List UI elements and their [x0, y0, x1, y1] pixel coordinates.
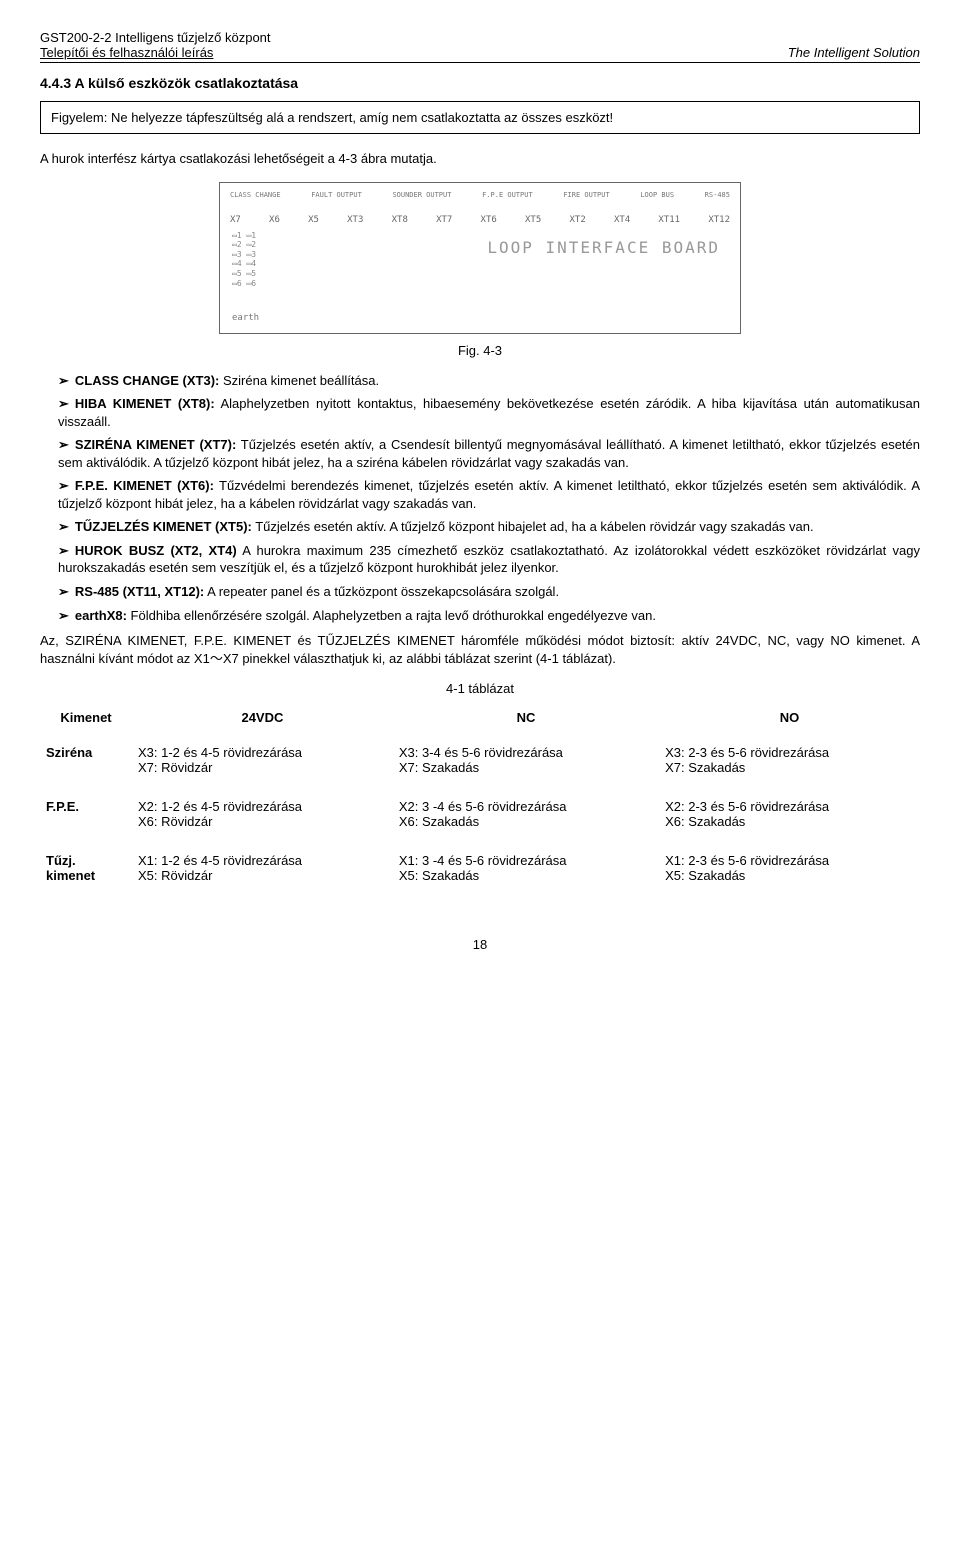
bullet-label: HIBA KIMENET (XT8):: [75, 396, 215, 411]
board-diagram: CLASS CHANGE FAULT OUTPUT SOUNDER OUTPUT…: [219, 182, 741, 334]
diagram-xt: XT12: [708, 215, 730, 225]
table-cell: X3: 3-4 és 5-6 rövidrezárásaX7: Szakadás: [393, 735, 659, 789]
bullet-text: A repeater panel és a tűzközpont összeka…: [204, 584, 559, 599]
mode-table: Kimenet 24VDC NC NO Sziréna X3: 1-2 és 4…: [40, 704, 920, 897]
bullet-label: earthX8:: [75, 608, 127, 623]
bullet-item: ➢ TŰZJELZÉS KIMENET (XT5): Tűzjelzés eset…: [58, 518, 920, 536]
arrow-icon: ➢: [58, 478, 69, 493]
diagram-xt: X5: [308, 215, 319, 225]
table-cell: X1: 2-3 és 5-6 rövidrezárásaX5: Szakadás: [659, 843, 920, 897]
table-cell: X1: 1-2 és 4-5 rövidrezárásaX5: Rövidzár: [132, 843, 393, 897]
diagram-xt-row: X7 X6 X5 XT3 XT8 XT7 XT6 XT5 XT2 XT4 XT1…: [230, 215, 730, 225]
table-cell: X1: 3 -4 és 5-6 rövidrezárásaX5: Szakadá…: [393, 843, 659, 897]
bullet-item: ➢HUROK BUSZ (XT2, XT4) A hurokra maximum…: [58, 542, 920, 577]
table-cell: X2: 2-3 és 5-6 rövidrezárásaX6: Szakadás: [659, 789, 920, 843]
bullet-item: ➢ earthX8: Földhiba ellenőrzésére szolgál…: [58, 607, 920, 625]
intro-text: A hurok interfész kártya csatlakozási le…: [40, 150, 920, 168]
diagram-label: RS-485: [705, 191, 730, 199]
bullet-label: TŰZJELZÉS KIMENET (XT5):: [75, 519, 252, 534]
earth-label: earth: [232, 313, 259, 323]
table-rowhead: Tűzj. kimenet: [40, 843, 132, 897]
table-rowhead: F.P.E.: [40, 789, 132, 843]
diagram-xt: XT8: [392, 215, 408, 225]
arrow-icon: ➢: [58, 608, 69, 623]
diagram-top-labels: CLASS CHANGE FAULT OUTPUT SOUNDER OUTPUT…: [230, 191, 730, 199]
diagram-xt: XT3: [347, 215, 363, 225]
diagram-xt: XT5: [525, 215, 541, 225]
diagram-label: SOUNDER OUTPUT: [392, 191, 451, 199]
diagram-label: F.P.E OUTPUT: [482, 191, 533, 199]
table-cell: X3: 2-3 és 5-6 rövidrezárásaX7: Szakadás: [659, 735, 920, 789]
bullet-text: Tűzjelzés esetén aktív. A tűzjelző közpo…: [252, 519, 814, 534]
bullet-item: ➢HIBA KIMENET (XT8): Alaphelyzetben nyit…: [58, 395, 920, 430]
diagram-xt: XT7: [436, 215, 452, 225]
diagram-xt: XT4: [614, 215, 630, 225]
header-rule: [40, 62, 920, 63]
table-header: NO: [659, 704, 920, 735]
arrow-icon: ➢: [58, 437, 69, 452]
diagram-xt: XT11: [658, 215, 680, 225]
bullet-item: ➢ CLASS CHANGE (XT3): Sziréna kimenet beá…: [58, 372, 920, 390]
arrow-icon: ➢: [58, 584, 69, 599]
table-cell: X2: 1-2 és 4-5 rövidrezárásaX6: Rövidzár: [132, 789, 393, 843]
diagram-xt: XT6: [481, 215, 497, 225]
diagram-xt: X7: [230, 215, 241, 225]
arrow-icon: ➢: [58, 543, 69, 558]
bullet-label: SZIRÉNA KIMENET (XT7):: [75, 437, 236, 452]
figure-4-3: CLASS CHANGE FAULT OUTPUT SOUNDER OUTPUT…: [40, 182, 920, 337]
bullet-list: ➢ CLASS CHANGE (XT3): Sziréna kimenet beá…: [58, 372, 920, 625]
table-header: NC: [393, 704, 659, 735]
table-cell: X3: 1-2 és 4-5 rövidrezárásaX7: Rövidzár: [132, 735, 393, 789]
doc-subtitle: Telepítői és felhasználói leírás: [40, 45, 213, 60]
table-cell: X2: 3 -4 és 5-6 rövidrezárásaX6: Szakadá…: [393, 789, 659, 843]
table-row: Tűzj. kimenet X1: 1-2 és 4-5 rövidrezárá…: [40, 843, 920, 897]
arrow-icon: ➢: [58, 373, 69, 388]
board-label: LOOP INTERFACE BOARD: [487, 238, 720, 257]
table-caption: 4-1 táblázat: [40, 681, 920, 696]
table-header: 24VDC: [132, 704, 393, 735]
bullet-item: ➢ RS-485 (XT11, XT12): A repeater panel é…: [58, 583, 920, 601]
bullet-label: HUROK BUSZ (XT2, XT4): [75, 543, 237, 558]
table-header: Kimenet: [40, 704, 132, 735]
bullet-item: ➢F.P.E. KIMENET (XT6): Tűzvédelmi berend…: [58, 477, 920, 512]
bullet-label: CLASS CHANGE (XT3):: [75, 373, 219, 388]
diagram-label: FAULT OUTPUT: [311, 191, 362, 199]
arrow-icon: ➢: [58, 519, 69, 534]
bullet-label: F.P.E. KIMENET (XT6):: [75, 478, 214, 493]
bullet-text: Sziréna kimenet beállítása.: [219, 373, 379, 388]
summary-text: Az, SZIRÉNA KIMENET, F.P.E. KIMENET és T…: [40, 632, 920, 667]
diagram-label: LOOP BUS: [640, 191, 674, 199]
diagram-xt: XT2: [569, 215, 585, 225]
doc-header: GST200-2-2 Intelligens tűzjelző központ …: [40, 30, 920, 63]
diagram-label: FIRE OUTPUT: [563, 191, 609, 199]
bullet-item: ➢SZIRÉNA KIMENET (XT7): Tűzjelzés esetén…: [58, 436, 920, 471]
diagram-label: CLASS CHANGE: [230, 191, 281, 199]
doc-brand: The Intelligent Solution: [788, 45, 920, 60]
figure-caption: Fig. 4-3: [40, 343, 920, 358]
bullet-text: Földhiba ellenőrzésére szolgál. Alaphely…: [127, 608, 656, 623]
diagram-xt: X6: [269, 215, 280, 225]
doc-title: GST200-2-2 Intelligens tűzjelző központ: [40, 30, 920, 45]
bullet-label: RS-485 (XT11, XT12):: [75, 584, 204, 599]
section-heading: 4.4.3 A külső eszközök csatlakoztatása: [40, 75, 920, 91]
table-header-row: Kimenet 24VDC NC NO: [40, 704, 920, 735]
warning-box: Figyelem: Ne helyezze tápfeszültség alá …: [40, 101, 920, 134]
table-rowhead: Sziréna: [40, 735, 132, 789]
diagram-pins: ▭1 ▭1▭2 ▭2▭3 ▭3▭4 ▭4▭5 ▭5▭6 ▭6: [232, 231, 256, 289]
arrow-icon: ➢: [58, 396, 69, 411]
page-number: 18: [40, 937, 920, 952]
table-row: F.P.E. X2: 1-2 és 4-5 rövidrezárásaX6: R…: [40, 789, 920, 843]
table-row: Sziréna X3: 1-2 és 4-5 rövidrezárásaX7: …: [40, 735, 920, 789]
